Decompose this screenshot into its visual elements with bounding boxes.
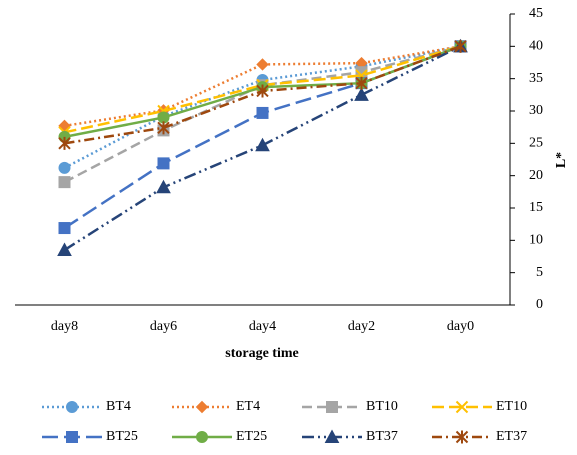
marker [355,76,368,90]
y-tick-label: 25 [529,136,543,151]
marker [455,430,469,444]
marker [455,400,469,414]
x-tick-label: day0 [447,319,474,334]
marker [196,431,208,443]
legend-label: ET37 [496,429,527,444]
y-tick-label: 5 [536,265,543,280]
series [57,38,468,257]
y-tick-label: 30 [529,103,543,118]
marker [324,429,340,443]
marker [255,137,270,152]
legend-item: BT25 [42,429,138,444]
y-axis-label: L* [554,152,569,168]
marker [66,431,78,443]
x-axis-label: storage time [225,346,298,361]
legend-label: BT4 [106,399,131,414]
legend-item: ET25 [172,429,267,444]
y-tick-label: 35 [529,71,543,86]
legend-item: ET37 [432,429,527,444]
x-tick-label: day6 [150,319,177,334]
marker [58,136,71,150]
line [63,45,461,184]
legend-item: BT10 [302,399,398,414]
x-tick-label: day8 [51,319,78,334]
marker [66,401,78,413]
y-tick-label: 10 [529,233,543,248]
marker [326,401,338,413]
y-tick-label: 15 [529,200,543,215]
legend-item: ET10 [432,399,527,414]
marker [354,87,369,101]
legend-item: ET4 [172,399,260,414]
marker [256,84,269,98]
series [58,39,467,150]
marker [454,39,467,53]
y-tick-label: 20 [529,168,543,183]
marker [195,400,209,414]
y-tick-label: 45 [529,6,543,21]
line [64,45,461,128]
legend-label: BT25 [106,429,138,444]
marker [58,161,71,174]
legend-label: BT37 [366,429,398,444]
y-tick-label: 0 [536,297,543,312]
legend-label: ET10 [496,399,527,414]
marker [256,58,269,71]
marker [58,222,71,235]
marker [58,176,71,189]
legend-label: BT10 [366,399,398,414]
marker [256,106,269,119]
marker [57,242,72,257]
line [63,45,461,170]
marker [156,179,171,194]
legend-item: BT4 [42,399,131,414]
legend-item: BT37 [302,429,398,444]
x-tick-label: day2 [348,319,375,334]
marker [157,157,170,170]
x-tick-label: day4 [249,319,276,334]
y-tick-label: 40 [529,39,543,54]
marker [157,121,170,135]
legend-label: ET25 [236,429,267,444]
legend-label: ET4 [236,399,260,414]
